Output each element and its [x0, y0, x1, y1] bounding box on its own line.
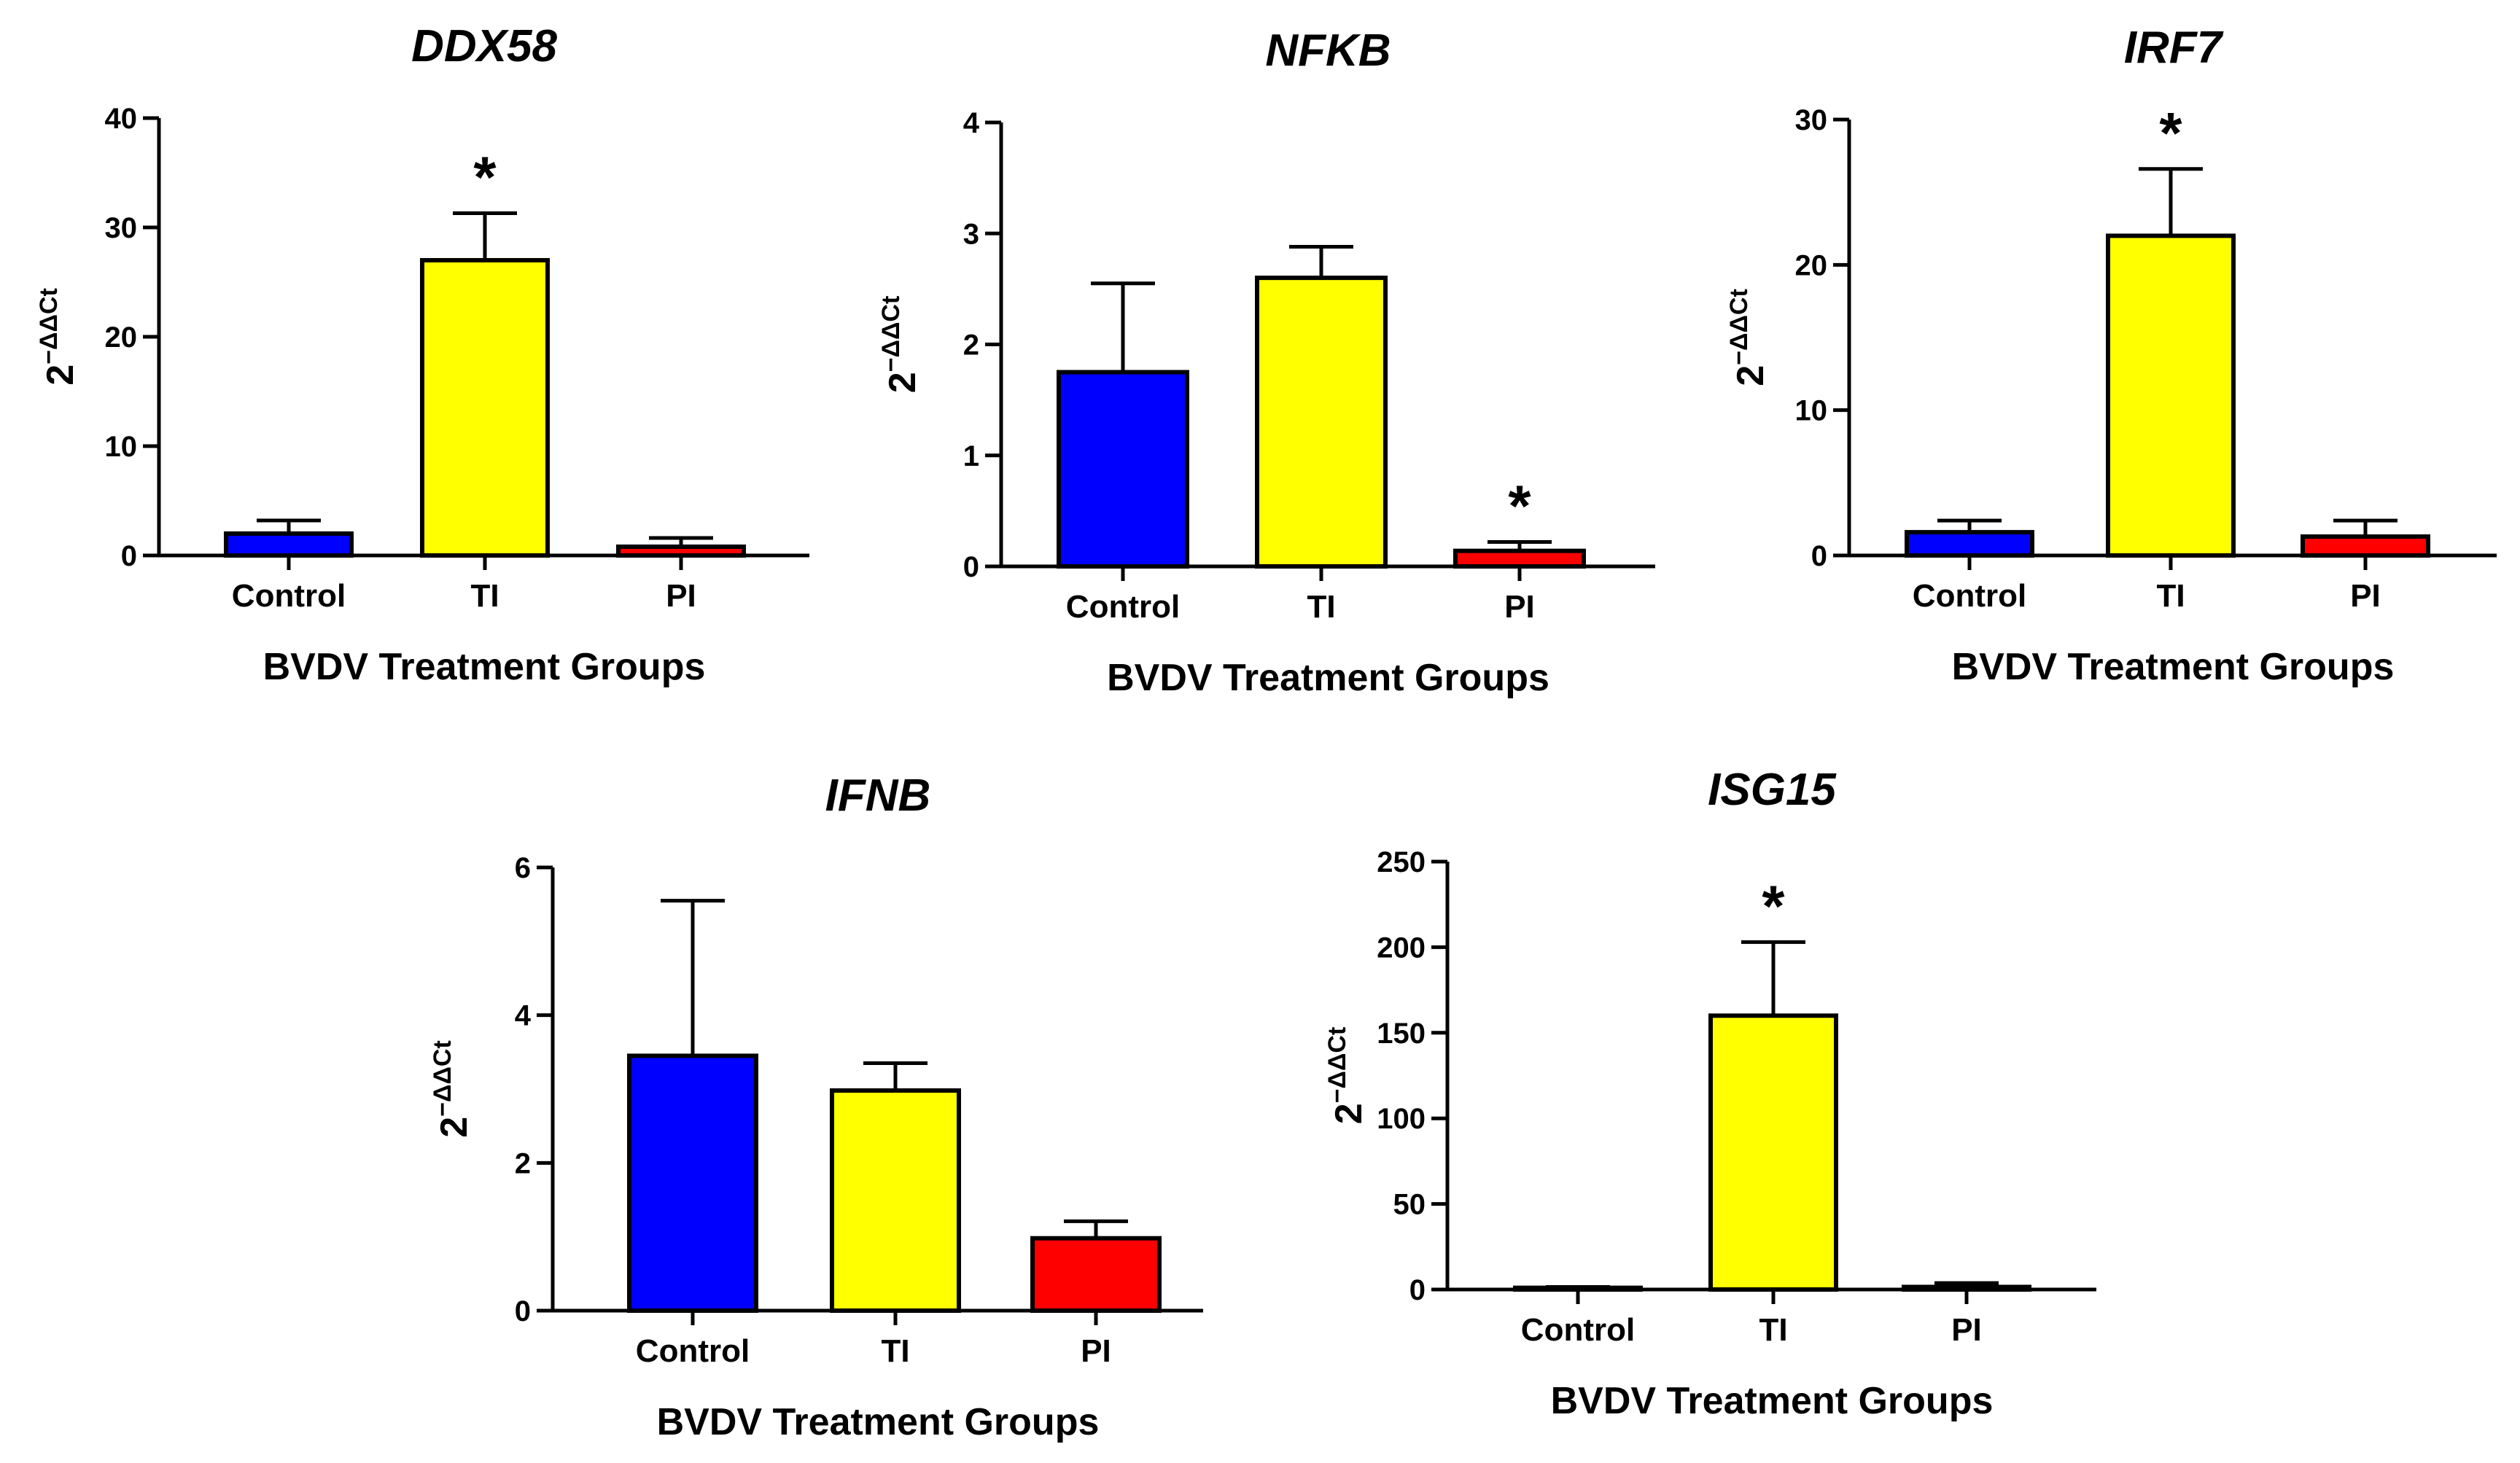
y-tick-label: 0	[1811, 540, 1827, 572]
bar-control	[1905, 530, 2034, 558]
bar-control	[1057, 370, 1189, 569]
y-axis-label: 2−ΔΔCt	[1323, 1027, 1370, 1125]
y-tick-label: 4	[963, 107, 980, 139]
x-tick-label: TI	[1307, 589, 1335, 625]
x-tick-label: Control	[1913, 578, 2026, 614]
bar-ti	[1255, 276, 1388, 569]
y-tick-label: 30	[1795, 104, 1828, 136]
chart-panel-irf7: IRF7 0 10 20 30 Control TI * PI BVDV Treatment Gr…	[1725, 23, 2497, 688]
x-tick-label: PI	[1951, 1312, 1982, 1348]
y-axis-label: 2−ΔΔCt	[429, 1040, 475, 1138]
y-tick-label: 0	[515, 1295, 531, 1327]
x-tick-label: Control	[636, 1333, 750, 1369]
chart-panel-ifnb: IFNB 0 2 4 6 Control TI PI BVDV Treatment Groups…	[429, 770, 1203, 1443]
y-tick-label: 100	[1377, 1103, 1426, 1135]
x-axis-label: BVDV Treatment Groups	[1107, 657, 1549, 699]
y-axis-label-base: 2	[1730, 365, 1772, 386]
x-tick-label: TI	[881, 1333, 909, 1369]
y-tick-label: 0	[121, 540, 137, 572]
y-tick-label: 1	[963, 440, 979, 472]
y-tick-label: 2	[963, 329, 979, 362]
chart-title: IRF7	[2124, 23, 2224, 73]
bar-ti	[1708, 1013, 1838, 1292]
x-axis-label: BVDV Treatment Groups	[657, 1401, 1100, 1443]
bar-control	[627, 1053, 758, 1314]
y-axis-label-base: 2	[882, 372, 924, 393]
significance-marker: *	[473, 145, 497, 210]
x-tick-label: TI	[470, 578, 499, 614]
y-tick-label: 6	[515, 852, 531, 884]
bar-control	[224, 531, 354, 558]
y-axis-label-superscript: −ΔΔCt	[429, 1040, 456, 1117]
y-axis-label-superscript: −ΔΔCt	[35, 288, 63, 364]
x-axis-label: BVDV Treatment Groups	[1952, 646, 2395, 688]
y-tick-label: 10	[1795, 395, 1828, 427]
significance-marker: *	[1508, 474, 1531, 539]
y-tick-label: 0	[1409, 1274, 1426, 1306]
bar-pi	[2301, 534, 2430, 558]
significance-marker: *	[2159, 101, 2182, 165]
x-tick-label: PI	[1504, 589, 1535, 625]
y-tick-label: 150	[1377, 1018, 1426, 1050]
bar-pi	[1453, 548, 1586, 569]
y-tick-label: 30	[105, 212, 138, 244]
y-axis-label: 2−ΔΔCt	[877, 296, 924, 394]
x-axis-label: BVDV Treatment Groups	[263, 646, 706, 688]
y-axis-label: 2−ΔΔCt	[1725, 289, 1772, 386]
bar-ti	[2106, 233, 2236, 558]
y-tick-label: 40	[105, 103, 138, 135]
y-tick-label: 20	[1795, 249, 1828, 281]
chart-title: ISG15	[1708, 765, 1837, 815]
chart-title: DDX58	[411, 21, 557, 71]
chart-panel-ddx58: DDX58 0 10 20 30 40 Control TI * PI BVDV Treatment…	[35, 21, 809, 688]
y-axis-label-superscript: −ΔΔCt	[877, 296, 905, 372]
chart-panel-nfkb: NFKB 0 1 2 3 4 Control TI PI * BVDV Treatment Grou…	[877, 26, 1655, 699]
y-axis-label-superscript: −ΔΔCt	[1725, 289, 1753, 365]
y-tick-label: 3	[963, 218, 979, 250]
y-tick-label: 50	[1393, 1189, 1426, 1221]
bar-ti	[830, 1088, 961, 1313]
y-tick-label: 20	[105, 321, 138, 354]
bar-control	[1513, 1285, 1643, 1292]
bar-pi	[616, 545, 746, 558]
y-tick-label: 200	[1377, 932, 1426, 964]
y-tick-label: 10	[105, 431, 138, 463]
x-tick-label: Control	[1066, 589, 1180, 625]
x-tick-label: PI	[1081, 1333, 1111, 1369]
chart-title: IFNB	[825, 770, 931, 821]
x-tick-label: Control	[232, 578, 346, 614]
significance-marker: *	[1762, 873, 1785, 938]
bar-pi	[1902, 1284, 2031, 1292]
y-axis-label-superscript: −ΔΔCt	[1323, 1027, 1351, 1104]
y-axis-label-base: 2	[1328, 1103, 1370, 1124]
x-tick-label: Control	[1521, 1312, 1635, 1348]
y-axis-label: 2−ΔΔCt	[35, 288, 82, 386]
y-axis-label-base: 2	[433, 1117, 475, 1138]
x-tick-label: PI	[2350, 578, 2381, 614]
bar-pi	[1030, 1236, 1162, 1314]
chart-title: NFKB	[1265, 26, 1391, 76]
y-tick-label: 2	[515, 1147, 531, 1179]
x-tick-label: TI	[2156, 578, 2185, 614]
y-tick-label: 4	[515, 1000, 532, 1032]
x-axis-label: BVDV Treatment Groups	[1551, 1380, 1994, 1422]
x-tick-label: TI	[1759, 1312, 1787, 1348]
y-tick-label: 0	[963, 551, 979, 583]
chart-panel-isg15: ISG15 0 50 100 150 200 250 Control TI * PI BVDV Tre…	[1323, 765, 2096, 1422]
x-tick-label: PI	[666, 578, 696, 614]
y-axis-label-base: 2	[39, 364, 82, 386]
y-tick-label: 250	[1377, 846, 1426, 878]
bar-ti	[420, 258, 550, 558]
